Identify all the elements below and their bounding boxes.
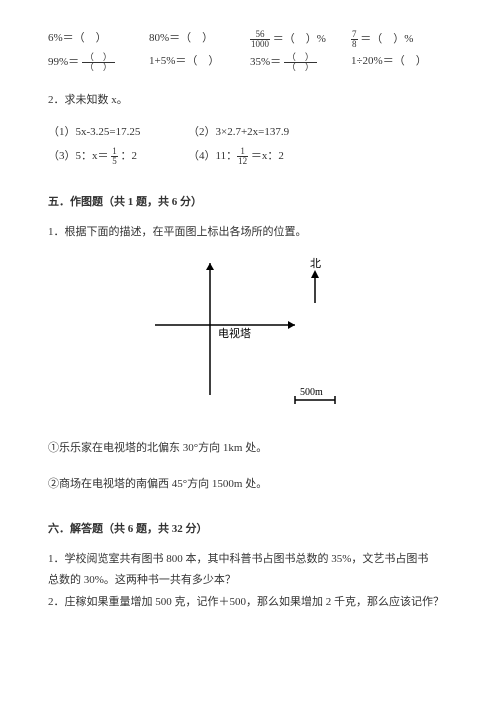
diagram-item-1: ①乐乐家在电视塔的北偏东 30°方向 1km 处。 [48,440,452,458]
tower-label: 电视塔 [218,326,251,340]
text: （3）5：x＝ [48,150,111,162]
text: 1÷20%＝（ ） [351,55,427,67]
north-label: 北 [310,257,321,270]
conv-cell: 35%＝ （ ） （ ） [250,53,351,72]
denominator: （ ） [284,63,317,72]
scale-label: 500m [300,387,323,398]
text: ＝（ ）% [358,33,414,45]
denominator: （ ） [82,63,115,72]
conv-cell: 7 8 ＝（ ）% [351,30,452,49]
fraction: 56 1000 [250,30,270,49]
denominator: 12 [237,157,248,166]
text: ＝（ ）% [270,33,326,45]
section-5-desc: 1．根据下面的描述，在平面图上标出各场所的位置。 [48,224,452,242]
denominator: 1000 [250,40,270,49]
text: ：2 [118,150,137,162]
equation-row: （1）5x-3.25=17.25 （2）3×2.7+2x=137.9 [48,124,452,142]
problem-1-line-1: 1．学校阅览室共有图书 800 本，其中科普书占图书总数的 35%，文艺书占图书 [48,551,452,569]
text: 80%＝（ ） [149,32,213,44]
text: 99%＝ [48,56,82,68]
conversion-row-2: 99%＝ （ ） （ ） 1+5%＝（ ） 35%＝ （ ） （ ） 1÷20%… [48,53,452,72]
equation-grid: （1）5x-3.25=17.25 （2）3×2.7+2x=137.9 （3）5：… [48,124,452,167]
fraction-blank: （ ） （ ） [284,53,317,72]
conv-cell: 1÷20%＝（ ） [351,53,452,72]
conv-cell: 1+5%＝（ ） [149,53,250,72]
text: 6%＝（ ） [48,32,107,44]
conv-cell: 80%＝（ ） [149,30,250,49]
text: 1+5%＝（ ） [149,55,219,67]
section-5-title: 五．作图题（共 1 题，共 6 分） [48,194,452,212]
fraction: 1 12 [237,147,248,166]
text: （4）11： [188,150,237,162]
problem-2: 2．庄稼如果重量增加 500 克，记作＋500，那么如果增加 2 千克，那么应该… [48,594,452,612]
conv-cell: 6%＝（ ） [48,30,149,49]
conversion-row-1: 6%＝（ ） 80%＝（ ） 56 1000 ＝（ ）% 7 8 ＝（ ）% [48,30,452,49]
section-6-title: 六．解答题（共 6 题，共 32 分） [48,521,452,539]
text: 35%＝ [250,56,284,68]
diagram-item-2: ②商场在电视塔的南偏西 45°方向 1500m 处。 [48,476,452,494]
diagram: 北 电视塔 500m [48,255,452,422]
conv-cell: 56 1000 ＝（ ）% [250,30,351,49]
coordinate-diagram: 北 电视塔 500m [140,255,360,415]
equation-cell: （2）3×2.7+2x=137.9 [188,124,328,142]
fraction-blank: （ ） （ ） [82,53,115,72]
equation-cell: （3）5：x＝ 1 5 ：2 [48,147,188,166]
equation-row: （3）5：x＝ 1 5 ：2 （4）11： 1 12 ＝x：2 [48,147,452,166]
conv-cell: 99%＝ （ ） （ ） [48,53,149,72]
equation-cell: （4）11： 1 12 ＝x：2 [188,147,328,166]
problem-1-line-2: 总数的 30%。这两种书一共有多少本？ [48,572,452,590]
text: ＝x：2 [248,150,284,162]
equation-cell: （1）5x-3.25=17.25 [48,124,188,142]
question-2-title: 2．求未知数 x。 [48,92,452,110]
